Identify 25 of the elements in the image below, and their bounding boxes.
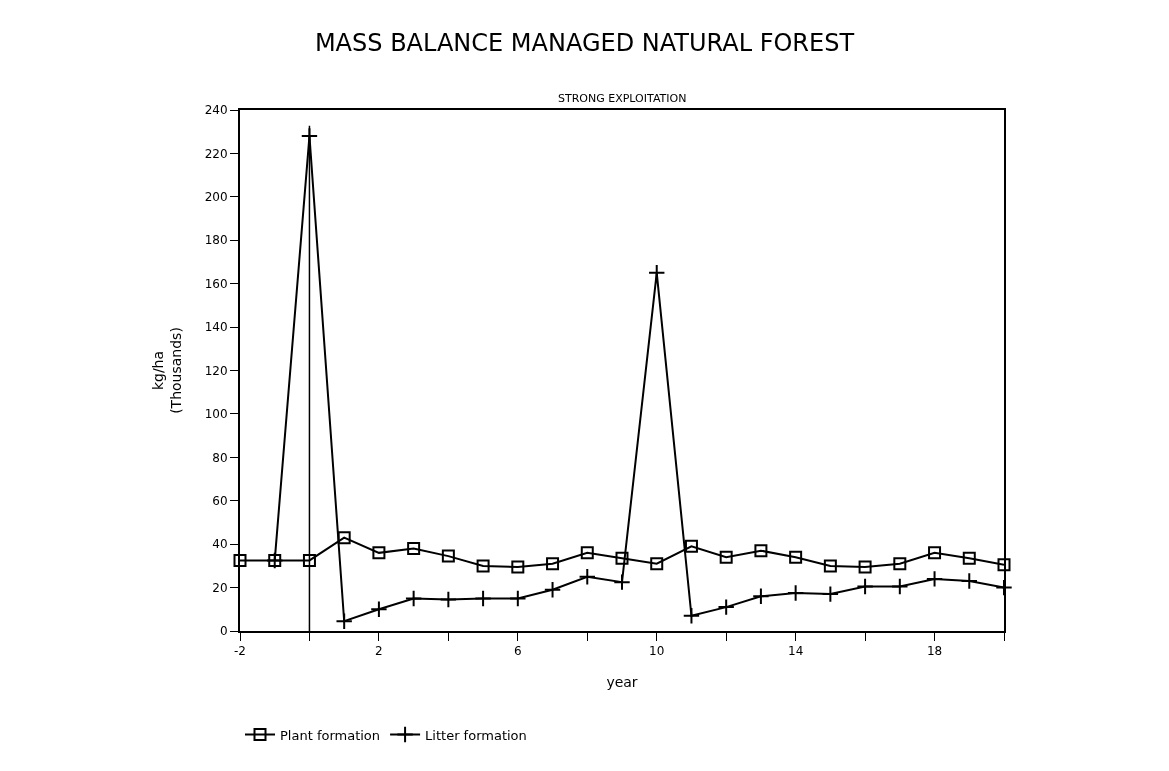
y-axis-title: kg/ha (Thousands) (149, 327, 184, 414)
y-tick-label: 140 (204, 320, 228, 335)
y-tick-label: 200 (204, 190, 228, 205)
y-tick-label: 120 (204, 363, 228, 378)
x-tick-label: -2 (234, 644, 246, 659)
y-tick-label: 220 (204, 146, 228, 161)
y-tick-label: 160 (204, 276, 228, 291)
y-tick-label: 20 (212, 580, 228, 595)
x-tick-label: 10 (649, 644, 665, 659)
legend-label: Plant formation (280, 727, 381, 743)
x-axis-title: year (606, 674, 638, 691)
x-tick-label: 6 (514, 644, 522, 659)
x-tick-label: 2 (375, 644, 383, 659)
y-tick-label: 180 (204, 233, 228, 248)
y-tick-label: 240 (204, 103, 228, 118)
chart-title: MASS BALANCE MANAGED NATURAL FOREST (314, 29, 855, 58)
y-tick-label: 60 (212, 493, 228, 508)
y-tick-label: 40 (212, 537, 228, 552)
y-tick-label: 0 (219, 624, 228, 639)
chart-subtitle: STRONG EXPLOITATION (558, 92, 687, 105)
y-tick-label: 80 (212, 450, 228, 465)
x-tick-label: 14 (788, 644, 804, 659)
legend-label: Litter formation (425, 727, 527, 743)
x-tick-label: 18 (926, 644, 943, 659)
y-tick-label: 100 (204, 407, 228, 422)
